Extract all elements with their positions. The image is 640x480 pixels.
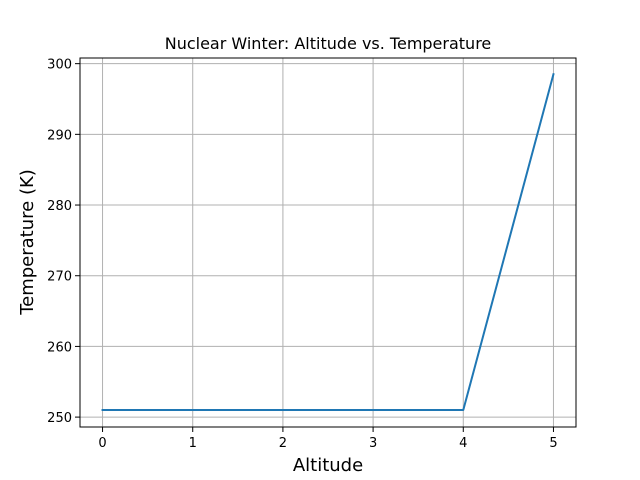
axes-frame: [79, 57, 577, 428]
y-tick-label: 290: [47, 128, 72, 143]
x-axis-label: Altitude: [293, 455, 363, 476]
x-tick-label: 1: [189, 436, 197, 451]
x-tick-label: 2: [279, 436, 287, 451]
y-tick-label: 280: [47, 199, 72, 214]
y-tick-label: 250: [47, 411, 72, 426]
x-axis-ticks: 0 1 2 3 4 5: [98, 427, 558, 451]
x-tick-label: 0: [98, 436, 106, 451]
grid-lines: [80, 58, 576, 427]
series-line: [101, 73, 555, 412]
y-tick-label: 300: [47, 58, 72, 73]
x-tick-label: 4: [459, 436, 467, 451]
x-tick-label: 5: [549, 436, 557, 451]
x-tick-label: 3: [369, 436, 377, 451]
y-axis-label: Temperature (K): [17, 169, 38, 316]
chart-title: Nuclear Winter: Altitude vs. Temperature: [165, 34, 492, 53]
y-axis-ticks: 250 260 270 280 290 300: [47, 58, 80, 426]
plot-area: [101, 73, 555, 412]
y-tick-label: 270: [47, 270, 72, 285]
y-tick-label: 260: [47, 340, 72, 355]
